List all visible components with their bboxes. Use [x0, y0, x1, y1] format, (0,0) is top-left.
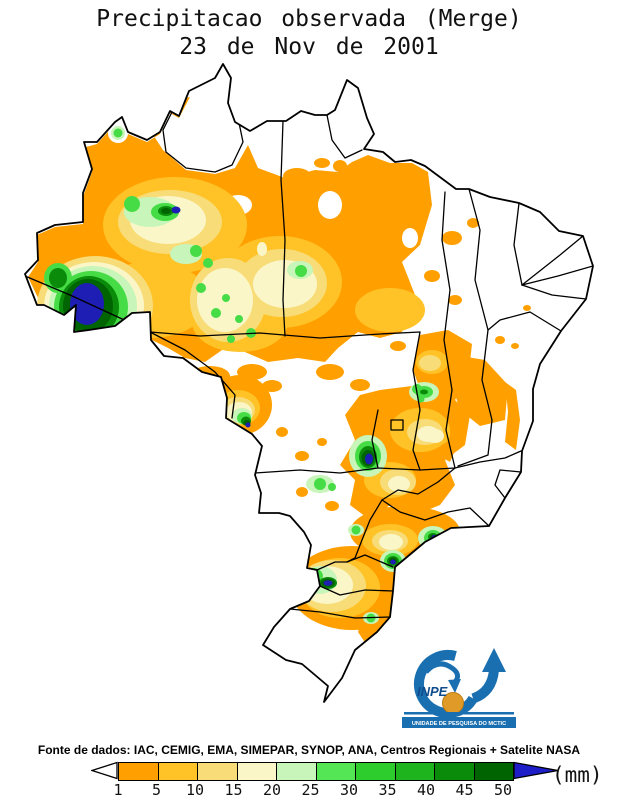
legend-cells: [118, 762, 514, 781]
inpe-logo-arrow-tail: [471, 669, 499, 704]
legend-tick-label: 30: [339, 781, 359, 799]
inpe-logo-small-arrow: [448, 679, 461, 693]
legend-underflow-arrow: [91, 761, 118, 780]
map-date: 23 de Nov de 2001: [179, 34, 439, 60]
state-borders: [25, 103, 593, 619]
legend-cell: [197, 762, 238, 781]
inpe-logo-banner-text: UNIDADE DE PESQUISA DO MCTIC: [412, 721, 506, 727]
legend-tick-label: 5: [151, 781, 162, 799]
inpe-logo: INPE UNIDADE DE PESQUISA DO MCTIC: [402, 648, 516, 728]
legend-tick-label: 40: [416, 781, 436, 799]
color-scale-legend: 1 5 10 15 20 25 30 35 40 45 50: [91, 761, 560, 799]
legend-cell: [473, 762, 514, 781]
title-block: Precipitacao observada (Merge) 23 de Nov…: [0, 0, 618, 60]
legend-tick-label: 25: [301, 781, 320, 799]
brazil-outline: [24, 63, 594, 703]
legend-cell: [355, 762, 396, 781]
inpe-logo-underline: [404, 712, 514, 715]
legend-underflow-arrow-shape: [91, 761, 118, 780]
legend-cell: [236, 762, 277, 781]
legend-tick-label: 50: [493, 781, 513, 799]
inpe-logo-arrow-head: [482, 648, 506, 672]
legend-tick-label: 35: [378, 781, 397, 799]
legend-overflow-arrow: [513, 761, 559, 780]
legend-cell: [118, 762, 159, 781]
legend-cell: [434, 762, 475, 781]
map-title: Precipitacao observada (Merge): [96, 6, 522, 32]
legend-tick-label: 20: [262, 781, 282, 799]
legend-tick-label: 15: [224, 781, 243, 799]
legend-cell: [315, 762, 356, 781]
legend-cell: [157, 762, 198, 781]
inpe-logo-wordmark: INPE: [417, 684, 448, 699]
legend-cell: [276, 762, 317, 781]
legend-tick-label: 10: [185, 781, 205, 799]
legend-tick-label: 45: [455, 781, 474, 799]
legend-ticks: 1 5 10 15 20 25 30 35 40 45 50: [113, 781, 512, 799]
legend-cell: [394, 762, 435, 781]
inpe-logo-banner-bg: [402, 717, 516, 728]
data-source-line: Fonte de dados: IAC, CEMIG, EMA, SIMEPAR…: [37, 743, 581, 757]
legend-tick-label: 1: [113, 781, 123, 799]
legend-unit-label: (mm): [552, 763, 603, 787]
inpe-logo-inner-wave: [424, 661, 460, 685]
legend-overflow-arrow-shape: [513, 761, 559, 780]
